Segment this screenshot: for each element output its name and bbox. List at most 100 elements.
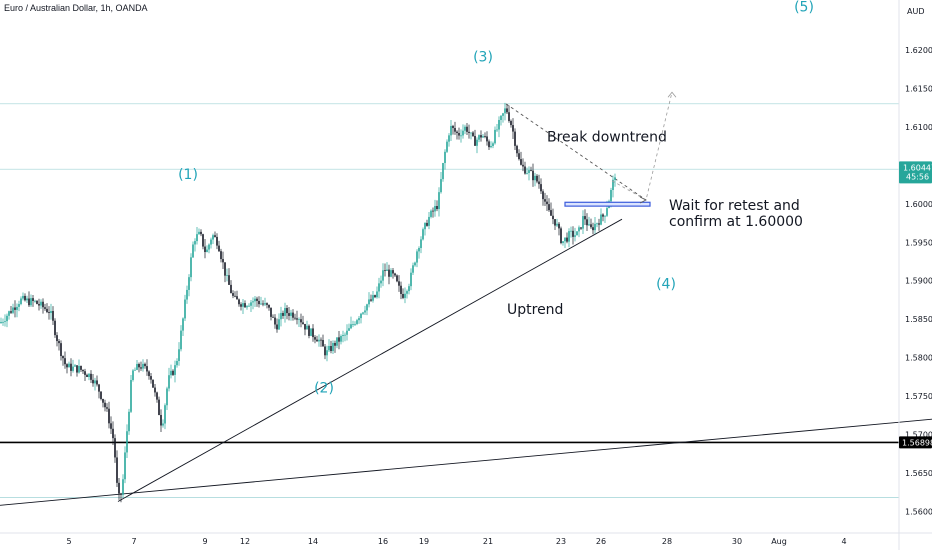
candle-body [202, 234, 204, 247]
wave-label: (5) [794, 0, 814, 16]
candle-body [70, 363, 72, 371]
candle-body [346, 330, 348, 335]
price-axis[interactable]: AUD 1.560001.565001.570001.575001.580001… [898, 0, 932, 550]
candle-body [10, 311, 12, 313]
time-tick-label: 26 [596, 537, 606, 546]
candle-body [112, 428, 114, 439]
candle-body [40, 301, 42, 306]
candle-body [126, 431, 128, 453]
candle-body [102, 398, 104, 403]
candle-body [524, 166, 526, 174]
candle-body [318, 339, 320, 342]
price-tick-label: 1.58500 [905, 315, 932, 324]
candle-body [532, 170, 534, 181]
candle-body [588, 224, 590, 226]
time-tick-label: 21 [483, 537, 493, 546]
candle-body [556, 223, 558, 226]
candle-body [516, 145, 518, 154]
candle-body [312, 328, 314, 338]
candle-body [320, 339, 322, 341]
price-tick-label: 1.61500 [905, 84, 932, 93]
time-axis[interactable]: 5 7 9 12 14 16 19 21 23 26 28 30 Aug 4 [0, 532, 932, 546]
candle-body [502, 113, 504, 116]
retest-zone [564, 201, 651, 207]
candle-body [38, 303, 40, 306]
candle-body [384, 270, 386, 272]
candle-body [304, 323, 306, 330]
candle-body [462, 130, 464, 136]
candle-body [334, 342, 336, 346]
candle-body [364, 310, 366, 313]
candle-body [538, 181, 540, 185]
candle-body [150, 376, 152, 380]
candle-body [416, 251, 418, 263]
candle-body [8, 311, 10, 316]
candle-body [240, 304, 242, 307]
downtrend-arrowhead [639, 196, 647, 204]
candle-body [428, 216, 430, 226]
candle-body [422, 229, 424, 240]
candle-body [350, 324, 352, 329]
candle-body [398, 281, 400, 286]
candle-body [50, 311, 52, 313]
chart-title: Euro / Australian Dollar, 1h, OANDA [4, 3, 148, 13]
candle-body [168, 375, 170, 389]
candle-body [410, 272, 412, 287]
candle-body [116, 457, 118, 483]
candle-body [78, 365, 80, 373]
annotation-text: Uptrend [507, 302, 563, 318]
candle-body [230, 284, 232, 294]
candle-body [486, 136, 488, 142]
candle-body [446, 141, 448, 152]
time-tick-label: 23 [556, 537, 566, 546]
candle-body [28, 298, 30, 306]
candle-body [400, 285, 402, 294]
candle-body [58, 341, 60, 344]
candle-body [496, 129, 498, 131]
candle-body [438, 192, 440, 210]
candle-body [128, 411, 130, 432]
candle-body [0, 321, 2, 324]
candle-body [348, 328, 350, 331]
candle-body [20, 298, 22, 304]
candle-body [80, 365, 82, 370]
candle-body [578, 227, 580, 232]
candle-body [418, 248, 420, 252]
candle-body [158, 399, 160, 415]
candle-body [548, 204, 550, 211]
candle-body [284, 308, 286, 316]
time-tick-label: 30 [732, 537, 742, 546]
wave-label: (2) [314, 380, 334, 396]
candle-body [162, 423, 164, 426]
candle-body [558, 223, 560, 229]
candle-body [424, 222, 426, 230]
candle-body [436, 206, 438, 210]
candle-body [228, 275, 230, 285]
candle-body [322, 340, 324, 347]
candle-body [316, 339, 318, 342]
chart-labels: (1) (2) (3) (4) (5) Break downtrend Wait for r… [178, 0, 814, 396]
time-tick-label: 9 [202, 537, 207, 546]
candle-body [36, 300, 38, 304]
candle-body [368, 299, 370, 305]
candle-body [148, 371, 150, 377]
price-tick-label: 1.57500 [905, 392, 932, 401]
uptrend-line [117, 218, 623, 502]
candle-body [234, 295, 236, 297]
price-tick-label: 1.58000 [905, 354, 932, 363]
candle-body [136, 363, 138, 370]
annotation-text: Wait for retest and [669, 198, 800, 214]
candle-body [206, 249, 208, 253]
candle-body [314, 337, 316, 340]
candle-body [308, 325, 310, 336]
candle-body [246, 306, 248, 308]
candle-body [130, 380, 132, 412]
trend-lines [0, 103, 932, 506]
candle-body [82, 369, 84, 372]
candle-body [12, 307, 14, 313]
candle-body [510, 120, 512, 126]
candle-body [442, 163, 444, 180]
candle-body [570, 230, 572, 232]
candle-body [434, 206, 436, 212]
